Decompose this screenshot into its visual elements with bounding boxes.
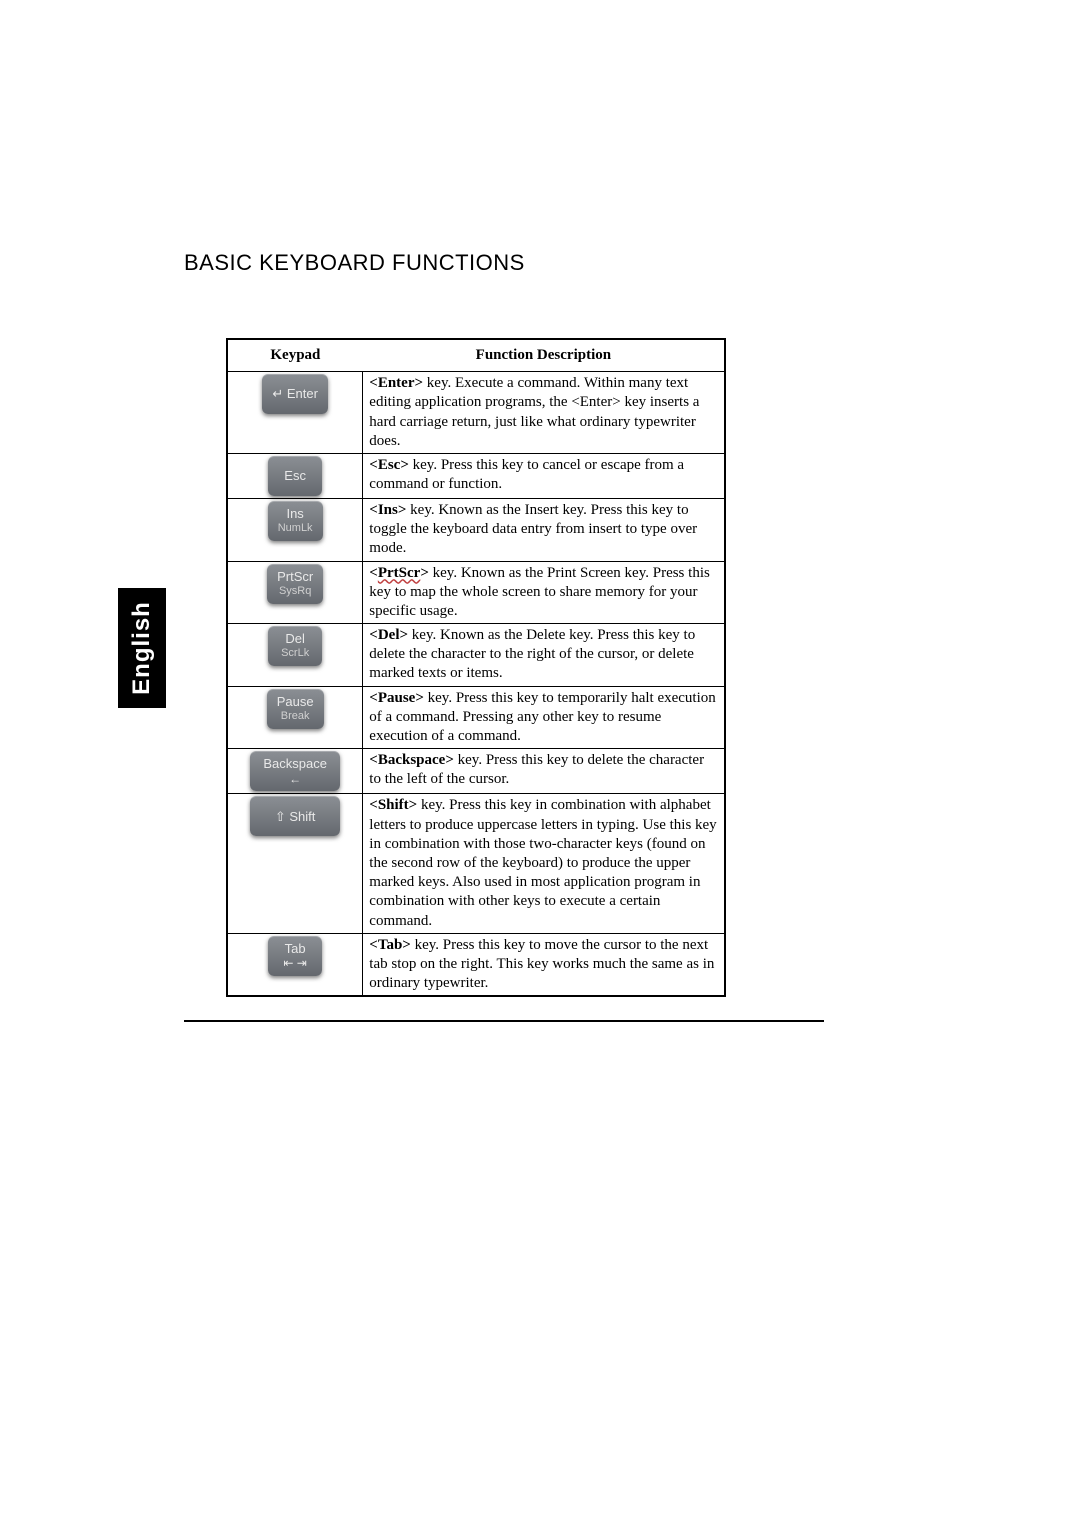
keycap-sublabel: Break <box>281 711 310 723</box>
keypad-cell: Esc <box>227 453 363 498</box>
keycap-label: Del <box>285 632 305 646</box>
description-cell: <Del> key. Known as the Delete key. Pres… <box>363 624 725 687</box>
keycap-shift: ⇧ Shift <box>250 796 340 836</box>
page-heading: BASIC KEYBOARD FUNCTIONS <box>184 250 525 276</box>
desc-key-name: <PrtScr> <box>369 565 429 581</box>
keycap-pause: Pause Break <box>267 689 324 729</box>
language-tab-label: English <box>128 601 156 695</box>
keycap-sublabel: ScrLk <box>281 648 309 660</box>
desc-key-name: <Shift> <box>369 797 417 813</box>
keycap-label: Ins <box>286 507 303 521</box>
description-cell: <Ins> key. Known as the Insert key. Pres… <box>363 498 725 561</box>
desc-key-name: <Tab> <box>369 937 411 953</box>
keypad-cell: ↵ Enter <box>227 372 363 454</box>
table-row: Tab⇤ ⇥ <Tab> key. Press this key to move … <box>227 933 725 996</box>
keycap-label: Tab <box>285 942 306 956</box>
keypad-cell: Pause Break <box>227 686 363 749</box>
desc-key-name: <Backspace> <box>369 752 454 768</box>
description-cell: <Backspace> key. Press this key to delet… <box>363 749 725 794</box>
keycap-label: PrtScr <box>277 570 313 584</box>
keyboard-functions-table: Keypad Function Description ↵ Enter <Ente… <box>226 338 726 997</box>
table-row: Pause Break <Pause> key. Press this key to… <box>227 686 725 749</box>
table-row: PrtScr SysRq <PrtScr> key. Known as the Pr… <box>227 561 725 624</box>
desc-text: key. Known as the Insert key. Press this… <box>369 502 697 556</box>
keypad-cell: ⇧ Shift <box>227 794 363 933</box>
desc-key-name: <Ins> <box>369 502 406 518</box>
keycap-esc: Esc <box>268 456 322 496</box>
table-row: Esc <Esc> key. Press this key to cancel o… <box>227 453 725 498</box>
keycap-arrow-icon: ← <box>289 773 301 786</box>
keypad-cell: Ins NumLk <box>227 498 363 561</box>
keycap-backspace: Backspace ← <box>250 751 340 791</box>
description-cell: <Enter> key. Execute a command. Within m… <box>363 372 725 454</box>
keycap-label: Esc <box>284 469 306 483</box>
desc-text: key. Press this key to cancel or escape … <box>369 457 684 492</box>
description-cell: <Shift> key. Press this key in combinati… <box>363 794 725 933</box>
table-row: Ins NumLk <Ins> key. Known as the Insert k… <box>227 498 725 561</box>
desc-key-name: <Del> <box>369 627 408 643</box>
desc-key-name: <Enter> <box>369 375 423 391</box>
keycap-label: ↵ Enter <box>272 387 318 401</box>
footer-rule <box>184 1020 824 1022</box>
desc-text: key. Known as the Delete key. Press this… <box>369 627 695 681</box>
keycap-arrows-icon: ⇤ ⇥ <box>283 957 306 970</box>
table-row: Del ScrLk <Del> key. Known as the Delete k… <box>227 624 725 687</box>
description-cell: <PrtScr> key. Known as the Print Screen … <box>363 561 725 624</box>
language-tab: English <box>118 588 166 708</box>
keycap-sublabel: SysRq <box>279 586 311 598</box>
description-cell: <Pause> key. Press this key to temporari… <box>363 686 725 749</box>
keypad-cell: Del ScrLk <box>227 624 363 687</box>
table-header-row: Keypad Function Description <box>227 339 725 372</box>
keycap-label: Pause <box>277 695 314 709</box>
keycap-del: Del ScrLk <box>268 626 322 666</box>
keycap-tab: Tab⇤ ⇥ <box>268 936 322 976</box>
keycap-ins: Ins NumLk <box>268 501 323 541</box>
desc-text: key. Press this key in combination with … <box>369 797 716 928</box>
table-row: Backspace ← <Backspace> key. Press this ke… <box>227 749 725 794</box>
description-cell: <Tab> key. Press this key to move the cu… <box>363 933 725 996</box>
table-row: ⇧ Shift <Shift> key. Press this key in co… <box>227 794 725 933</box>
col-header-keypad: Keypad <box>227 339 363 372</box>
description-cell: <Esc> key. Press this key to cancel or e… <box>363 453 725 498</box>
keycap-sublabel: NumLk <box>278 523 313 535</box>
keycap-label: ⇧ Shift <box>275 810 316 824</box>
desc-key-name: <Esc> <box>369 457 409 473</box>
col-header-description: Function Description <box>363 339 725 372</box>
keypad-cell: PrtScr SysRq <box>227 561 363 624</box>
keycap-label: Backspace <box>263 757 327 771</box>
keycap-prtscr: PrtScr SysRq <box>267 564 323 604</box>
desc-text: key. Press this key to move the cursor t… <box>369 937 714 991</box>
desc-key-name: <Pause> <box>369 690 424 706</box>
table-row: ↵ Enter <Enter> key. Execute a command. W… <box>227 372 725 454</box>
keypad-cell: Tab⇤ ⇥ <box>227 933 363 996</box>
keypad-cell: Backspace ← <box>227 749 363 794</box>
keycap-enter: ↵ Enter <box>262 374 328 414</box>
